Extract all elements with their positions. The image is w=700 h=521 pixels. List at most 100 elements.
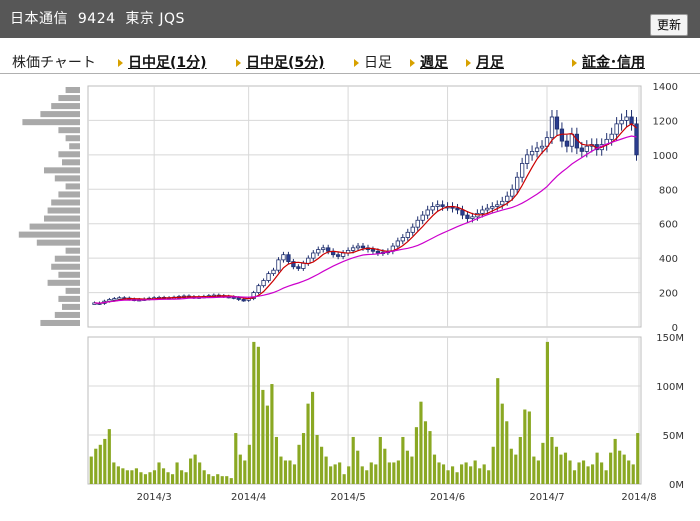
volume-bar: [554, 446, 559, 484]
candle-up: [425, 209, 430, 216]
volume-profile-bar: [40, 319, 80, 326]
volume-bar: [383, 448, 387, 484]
volume-bar: [622, 454, 626, 484]
volume-tick-label: 50M: [663, 431, 684, 442]
candle-up: [201, 295, 207, 299]
candle-up: [619, 120, 624, 125]
volume-profile-bar: [69, 143, 80, 150]
volume-bar: [428, 431, 432, 484]
candle-up: [321, 247, 326, 250]
candle-down: [166, 297, 172, 300]
candle-up: [340, 252, 346, 257]
volume-bar: [518, 436, 522, 484]
candle-down: [370, 249, 376, 252]
x-tick-label: 2014/3: [137, 492, 172, 503]
volume-bar: [365, 470, 369, 484]
volume-bar: [595, 452, 599, 484]
volume-bar: [478, 468, 482, 484]
tab-margin-credit[interactable]: 証金･信用: [572, 52, 645, 72]
volume-profile-bar: [29, 223, 81, 230]
volume-bar: [94, 448, 98, 484]
volume-bar: [491, 446, 495, 484]
volume-bar: [469, 466, 473, 484]
volume-bar: [216, 474, 220, 484]
volume-bar: [392, 462, 396, 484]
volume-bar: [297, 444, 301, 484]
volume-profile-bar: [51, 263, 80, 270]
volume-profile-bar: [18, 231, 80, 238]
candle-down: [286, 254, 291, 262]
candle-up: [534, 147, 540, 152]
arrow-icon: [118, 59, 123, 67]
volume-profile-bar: [51, 103, 80, 110]
volume-profile-bar: [40, 111, 80, 118]
candle-up: [445, 206, 450, 209]
arrow-icon: [410, 59, 415, 67]
candle-down: [594, 144, 599, 151]
volume-bar: [148, 472, 152, 484]
volume-profile-bar: [44, 167, 80, 174]
candle-up: [390, 245, 395, 252]
candle-up: [524, 154, 530, 164]
volume-bar: [505, 421, 509, 484]
candle-down: [465, 214, 470, 219]
volume-bar: [577, 462, 581, 484]
candle-up: [92, 302, 97, 305]
candle-up: [475, 212, 480, 218]
tab-intraday-5min[interactable]: 日中足(5分): [236, 52, 325, 72]
candle-up: [137, 299, 142, 302]
tab-monthly[interactable]: 月足: [466, 52, 504, 72]
candle-down: [455, 207, 460, 211]
volume-bar: [170, 474, 175, 484]
volume-bar: [288, 460, 292, 484]
tab-label: 証金･信用: [582, 55, 645, 71]
volume-bar: [175, 462, 179, 484]
volume-bar: [509, 448, 513, 484]
volume-bar: [274, 436, 279, 484]
volume-bar: [166, 472, 170, 484]
candle-up: [589, 144, 594, 147]
arrow-icon: [572, 59, 577, 67]
volume-bar: [600, 462, 604, 484]
price-tick-label: 1200: [653, 116, 678, 127]
page-title: 日本通信 9424 東京 JQS: [10, 11, 185, 27]
tab-intraday-1min[interactable]: 日中足(1分): [118, 52, 207, 72]
volume-bar: [545, 341, 549, 484]
volume-bar: [292, 464, 297, 484]
volume-bar: [238, 454, 242, 484]
volume-bar: [220, 476, 224, 484]
candle-down: [221, 295, 226, 298]
candle-up: [271, 269, 276, 275]
volume-bar: [609, 452, 613, 484]
volume-bar: [338, 462, 342, 484]
candle-down: [375, 250, 381, 254]
refresh-button[interactable]: 更新: [649, 14, 688, 36]
price-tick-label: 200: [659, 289, 678, 300]
volume-bar: [550, 436, 554, 484]
candle-up: [142, 298, 147, 301]
volume-profile-bar: [62, 303, 80, 310]
candle-up: [107, 299, 112, 302]
volume-bar: [320, 446, 324, 484]
volume-bar: [103, 438, 107, 484]
candle-up: [350, 247, 356, 251]
candle-down: [236, 297, 241, 300]
tab-weekly[interactable]: 週足: [410, 52, 448, 72]
candle-down: [291, 261, 296, 268]
candle-up: [206, 295, 211, 298]
tab-label: 株価チャート: [12, 55, 96, 71]
price-tick-label: 0: [672, 323, 678, 334]
candle-down: [629, 116, 634, 125]
tab-daily[interactable]: 日足: [354, 52, 392, 72]
tab-label: 日足: [364, 55, 392, 71]
volume-profile-bar: [65, 135, 80, 142]
volume-bar: [107, 429, 111, 484]
volume-bar: [310, 391, 315, 484]
volume-bar: [252, 341, 256, 484]
volume-bar: [125, 470, 129, 484]
volume-bar: [559, 454, 563, 484]
volume-bar: [396, 460, 400, 484]
volume-bar: [161, 468, 166, 484]
volume-profile-bar: [51, 199, 80, 206]
